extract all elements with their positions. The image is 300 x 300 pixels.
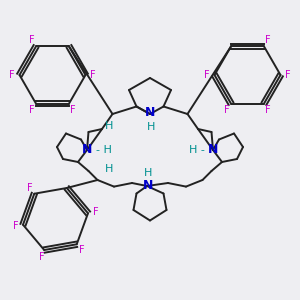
Text: F: F — [29, 35, 35, 45]
Text: N: N — [143, 179, 154, 192]
Text: N: N — [208, 142, 218, 156]
Text: F: F — [204, 70, 210, 80]
Text: F: F — [90, 70, 96, 80]
Text: - H: - H — [96, 145, 111, 155]
Text: H: H — [144, 168, 153, 178]
Text: F: F — [265, 105, 271, 115]
Text: F: F — [70, 105, 76, 115]
Text: H: H — [105, 121, 114, 131]
Text: F: F — [27, 183, 32, 193]
Text: N: N — [145, 106, 155, 119]
Text: F: F — [285, 70, 291, 80]
Text: H: H — [105, 164, 114, 175]
Text: F: F — [13, 221, 18, 231]
Text: F: F — [9, 70, 15, 80]
Text: F: F — [224, 105, 230, 115]
Text: H: H — [146, 122, 155, 132]
Text: F: F — [29, 105, 35, 115]
Text: F: F — [79, 245, 84, 255]
Text: F: F — [93, 207, 98, 217]
Text: F: F — [265, 35, 271, 45]
Text: H -: H - — [189, 145, 204, 155]
Text: N: N — [82, 142, 92, 156]
Text: F: F — [39, 252, 44, 262]
